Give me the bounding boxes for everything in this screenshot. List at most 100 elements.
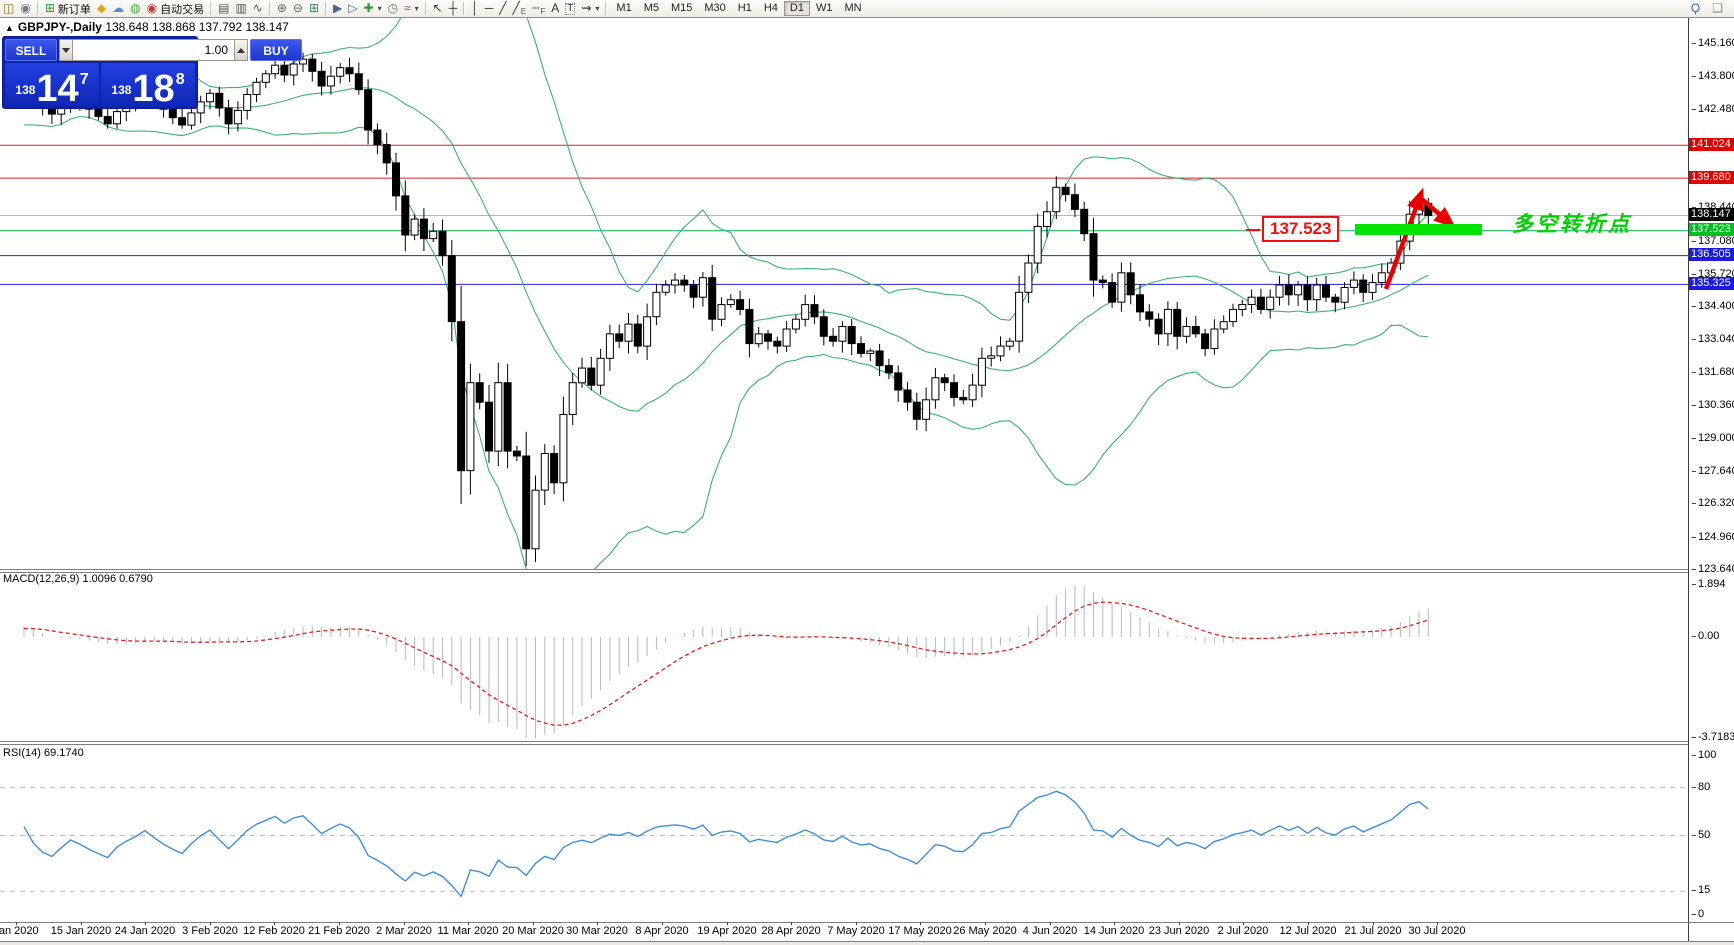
search-icon: Ϙ	[1690, 1, 1701, 15]
toolbar-separator	[36, 2, 39, 15]
volume-input[interactable]	[73, 39, 234, 61]
candlestick-mode-icon: ▥	[235, 1, 247, 15]
zoom-in-button[interactable]: ⊕	[274, 1, 290, 16]
date-tick-label: 21 Feb 2020	[308, 925, 370, 937]
price-tick-label: 133.040	[1692, 333, 1734, 345]
timeframe-mn-button[interactable]: MN	[844, 2, 862, 14]
label-tool-icon: T	[565, 2, 576, 15]
tile-windows-icon: ⊞	[308, 1, 320, 15]
volume-decrease-button[interactable]	[59, 39, 73, 61]
timeframe-m30-button[interactable]: M30	[704, 2, 726, 14]
auto-scroll-button[interactable]: ▶	[330, 1, 345, 16]
preview-button[interactable]: ◉	[17, 1, 33, 16]
autotrading-label: 自动交易	[160, 3, 205, 16]
rsi-line	[23, 790, 1429, 898]
triangle-down-icon	[62, 47, 70, 57]
indicators-list-icon: ≈	[404, 1, 411, 15]
toolbar-separator	[210, 2, 213, 15]
new-order-button[interactable]: ⊞ 新订单	[42, 1, 94, 16]
line-chart-mode-button[interactable]: ∿	[250, 1, 266, 16]
label-tool-button[interactable]: T	[562, 1, 578, 16]
trendline-tool-button[interactable]: ╱	[496, 1, 509, 16]
chat-icon: ❏	[1712, 1, 1723, 15]
date-tick-label: 14 Jun 2020	[1083, 925, 1145, 937]
signals-button[interactable]: ◍	[127, 1, 143, 16]
down-arrow-annotation[interactable]	[1416, 194, 1457, 229]
volume-increase-button[interactable]	[234, 39, 248, 61]
channel-tool-button[interactable]: ╱ E	[512, 1, 527, 17]
turning-point-text[interactable]: 多空转折点	[1512, 212, 1632, 236]
sell-price-tile[interactable]: 138 14 7	[5, 63, 99, 108]
macd-signal-line	[23, 601, 1429, 726]
window-bottom-line	[0, 941, 1734, 942]
price-level-badge: 141.024	[1689, 138, 1734, 151]
up-arrow-annotation[interactable]	[1383, 187, 1425, 290]
date-tick-label: 11 Mar 2020	[437, 925, 499, 937]
charts-window-button[interactable]: ◫	[0, 1, 17, 16]
pivot-price-label[interactable]: 137.523	[1262, 216, 1340, 242]
buy-button[interactable]: BUY	[250, 39, 302, 61]
collapse-panel-icon[interactable]: ▲	[5, 23, 14, 33]
chevron-down-icon: ▾	[414, 4, 419, 13]
timeframe-m1-button[interactable]: M1	[616, 2, 632, 14]
price-tick-label: 130.360	[1692, 399, 1734, 411]
chevron-down-icon: ▾	[595, 4, 600, 13]
macd-panel-separator[interactable]	[0, 569, 1688, 573]
date-tick-label: 24 Jan 2020	[114, 925, 176, 937]
date-tick-label: 20 Mar 2020	[502, 925, 564, 937]
cursor-tool-button[interactable]: ↖	[430, 1, 446, 16]
date-tick-label: 2 Mar 2020	[376, 925, 432, 937]
sell-price-prefix: 138	[15, 83, 36, 97]
date-tick-label: 26 May 2020	[953, 925, 1017, 937]
fibonacci-tool-button[interactable]: ┄ F	[532, 1, 546, 17]
preview-icon: ◉	[20, 1, 31, 15]
autotrading-button[interactable]: ◉ 自动交易	[144, 1, 207, 16]
date-tick-label: Jan 2020	[0, 925, 39, 937]
crosshair-tool-icon: ┼	[448, 1, 458, 15]
buy-price-tile[interactable]: 138 18 8	[101, 63, 195, 108]
rsi-tick-label: 100	[1692, 749, 1716, 761]
bar-chart-mode-button[interactable]: ▤	[215, 1, 232, 16]
date-tick-label: 12 Feb 2020	[243, 925, 305, 937]
timeframe-h1-button[interactable]: H1	[737, 2, 752, 14]
history-center-button[interactable]: ☁	[109, 1, 127, 16]
styler-button[interactable]: ◆	[94, 1, 109, 16]
timeframe-h4-button[interactable]: H4	[763, 2, 778, 14]
candlestick-mode-button[interactable]: ▥	[232, 1, 249, 16]
price-level-badge: 138.147	[1689, 208, 1734, 221]
arrows-tool-button[interactable]: ⇝ ▾	[578, 1, 602, 16]
history-center-icon: ☁	[112, 1, 125, 15]
timeframe-d1-button[interactable]: D1	[783, 1, 810, 16]
text-tool-button[interactable]: A	[548, 1, 562, 16]
timeframe-m15-button[interactable]: M15	[670, 2, 693, 14]
date-tick-label: 3 Feb 2020	[182, 925, 238, 937]
status-strip	[0, 942, 1734, 945]
zoom-out-button[interactable]: ⊖	[290, 1, 306, 16]
price-tick-label: 145.160	[1692, 37, 1734, 49]
timeframe-w1-button[interactable]: W1	[815, 2, 833, 14]
crosshair-tool-button[interactable]: ┼	[446, 1, 461, 16]
signals-icon: ◍	[130, 1, 141, 15]
sell-button[interactable]: SELL	[5, 39, 57, 61]
rsi-canvas[interactable]	[0, 746, 1688, 928]
zoom-in-icon: ⊕	[276, 1, 287, 15]
rsi-panel-separator[interactable]	[0, 741, 1688, 745]
vertical-line-tool-button[interactable]: │	[468, 1, 482, 16]
zoom-out-icon: ⊖	[292, 1, 303, 15]
period-clock-button[interactable]: ◷	[385, 1, 401, 16]
sell-price-sup: 7	[79, 71, 89, 88]
chart-shift-button[interactable]: ▷	[345, 1, 360, 16]
macd-canvas[interactable]	[0, 574, 1688, 747]
horizontal-line-tool-button[interactable]: ─	[482, 1, 497, 16]
symbol-period-label: GBPJPY-,Daily	[17, 20, 102, 34]
new-chart-button[interactable]: ✚ ▾	[361, 1, 385, 16]
search-button[interactable]: Ϙ	[1688, 1, 1703, 16]
indicators-list-button[interactable]: ≈ ▾	[401, 1, 422, 16]
price-chart-canvas[interactable]	[0, 0, 1688, 597]
timeframe-m5-button[interactable]: M5	[643, 2, 659, 14]
chart-title: ▲ GBPJPY-,Daily 138.648 138.868 137.792 1…	[5, 20, 289, 34]
tile-windows-button[interactable]: ⊞	[306, 1, 322, 16]
pivot-zone-rectangle[interactable]	[1355, 224, 1482, 235]
chat-button[interactable]: ❏	[1709, 1, 1726, 16]
date-tick-label: 23 Jun 2020	[1148, 925, 1210, 937]
